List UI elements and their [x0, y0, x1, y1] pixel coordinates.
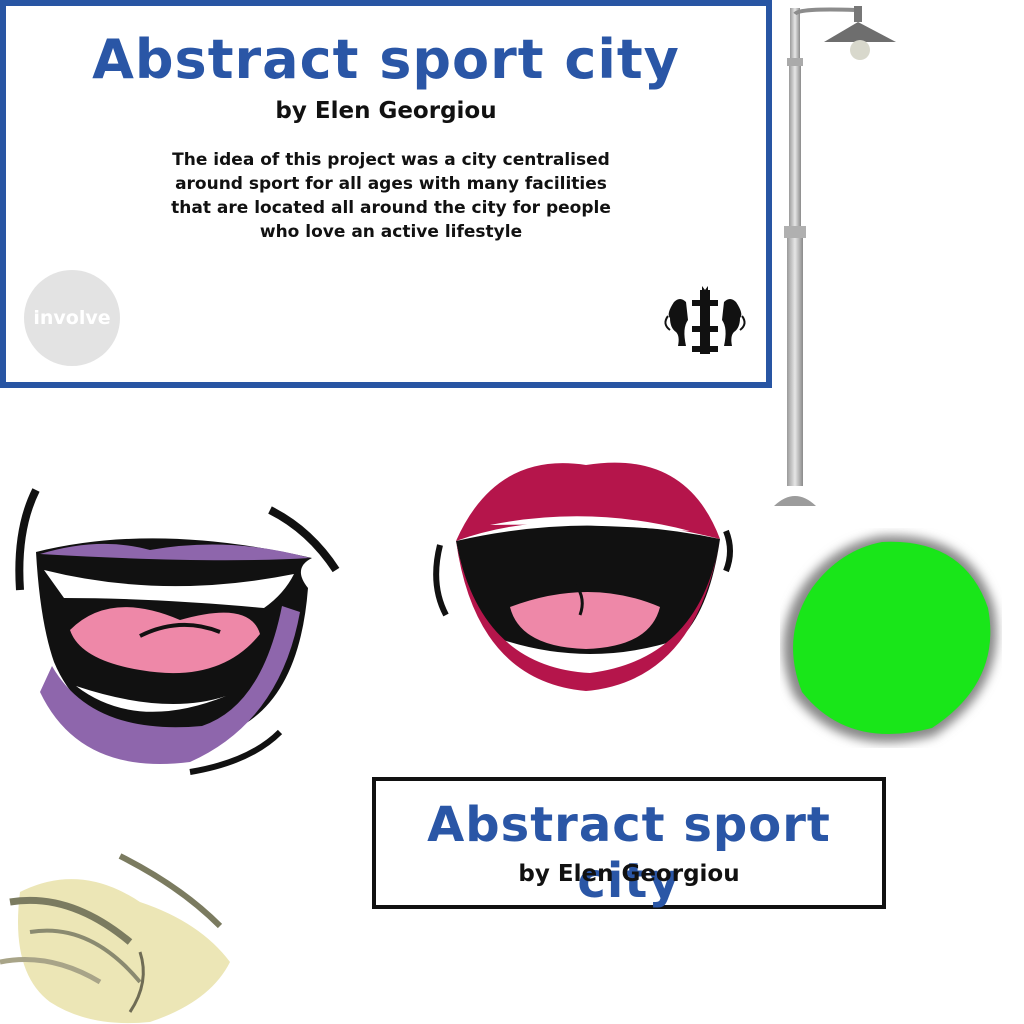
project-title: Abstract sport city [92, 28, 680, 91]
red-mouth-illustration [433, 462, 733, 691]
project-author: by Elen Georgiou [275, 98, 497, 124]
info-panel: Abstract sport city by Elen Georgiou The… [0, 0, 772, 388]
crest-logo-icon [664, 286, 746, 354]
involve-badge-label: involve [33, 307, 111, 329]
project-description: The idea of this project was a city cent… [171, 150, 611, 242]
involve-badge[interactable]: involve [24, 270, 120, 366]
green-blob-shape [783, 535, 997, 743]
title-box-title: Abstract sport city [427, 797, 831, 909]
street-lamp-image [774, 6, 896, 506]
title-box: Abstract sport city by Elen Georgiou [372, 777, 886, 909]
purple-mouth-illustration [15, 488, 340, 775]
title-box-author: by Elen Georgiou [518, 861, 740, 887]
paint-scrap-illustration [0, 853, 230, 1024]
